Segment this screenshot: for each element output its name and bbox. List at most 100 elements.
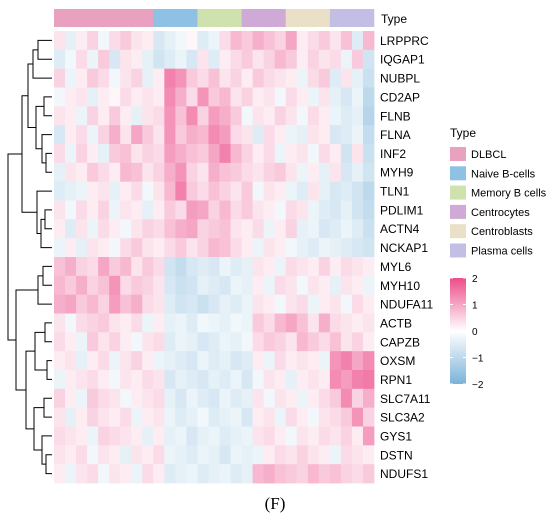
heatmap-cell [340, 464, 353, 484]
heatmap-cell [285, 125, 298, 145]
heatmap-cell [87, 87, 99, 107]
heatmap-cell [252, 445, 265, 465]
heatmap-cell [120, 313, 132, 333]
heatmap-cell [241, 370, 254, 390]
heatmap-cell [76, 68, 88, 88]
heatmap-cell [208, 219, 220, 239]
heatmap-cell [120, 388, 132, 409]
heatmap-cell [285, 275, 298, 296]
gene-label: GYS1 [380, 429, 412, 443]
heatmap-cell [175, 181, 187, 201]
heatmap-cell [142, 351, 154, 371]
type-legend-title: Type [450, 126, 476, 140]
heatmap-cell [186, 445, 198, 465]
heatmap-cell [76, 200, 88, 220]
annotation-segment-5 [329, 9, 375, 27]
heatmap-cell [164, 370, 176, 390]
heatmap-cell [241, 181, 254, 201]
heatmap-cell [175, 144, 187, 164]
heatmap-cell [186, 370, 198, 390]
heatmap-cell [65, 49, 77, 70]
dendrogram-branch [35, 105, 44, 150]
heatmap-cell [186, 257, 198, 277]
heatmap-cell [109, 125, 121, 145]
heatmap-cell [274, 313, 287, 333]
heatmap-cell [340, 106, 353, 126]
heatmap-cell [109, 257, 121, 277]
heatmap-cell [120, 87, 132, 107]
heatmap-cell [307, 445, 320, 465]
heatmap-cell [362, 445, 375, 465]
heatmap-cell [362, 332, 375, 352]
heatmap-cell [362, 68, 375, 88]
heatmap-cell [307, 257, 320, 277]
heatmap-cell [362, 313, 375, 333]
heatmap-cell [109, 407, 121, 427]
heatmap-cell [340, 162, 353, 183]
heatmap-cell [318, 238, 331, 258]
heatmap-cell [186, 200, 198, 220]
heatmap-cell [142, 388, 154, 409]
heatmap-cell [197, 464, 209, 484]
heatmap-cell [296, 407, 309, 427]
heatmap-cell [164, 332, 176, 352]
heatmap-cell [186, 87, 198, 107]
heatmap-cell [318, 426, 331, 446]
heatmap-cell [329, 49, 342, 70]
heatmap-cell [87, 275, 99, 296]
heatmap-cell [230, 257, 242, 277]
heatmap-cell [274, 238, 287, 258]
heatmap-cell [219, 219, 231, 239]
heatmap-cell [219, 275, 231, 296]
heatmap-cell [263, 407, 276, 427]
heatmap-cell [197, 238, 209, 258]
heatmap-cell [263, 332, 276, 352]
heatmap-cell [296, 313, 309, 333]
heatmap-cell [164, 388, 176, 409]
heatmap-cell [307, 370, 320, 390]
heatmap-cell [98, 407, 110, 427]
heatmap-cell [164, 313, 176, 333]
heatmap-cell [76, 464, 88, 484]
heatmap-cell [186, 49, 198, 70]
heatmap-cell [98, 125, 110, 145]
gene-label: MYL6 [380, 260, 412, 274]
heatmap-cell [351, 351, 364, 371]
heatmap-cell [351, 464, 364, 484]
heatmap-cell [76, 106, 88, 126]
heatmap-cell [87, 181, 99, 201]
heatmap-cell [274, 49, 287, 70]
heatmap-cell [219, 162, 231, 183]
heatmap-cell [307, 407, 320, 427]
heatmap-cell [208, 275, 220, 296]
figure-caption: (F) [264, 494, 286, 513]
heatmap-cell [296, 49, 309, 70]
heatmap-cell [186, 31, 198, 51]
heatmap-cell [208, 370, 220, 390]
heatmap-cell [186, 313, 198, 333]
heatmap-cell [186, 407, 198, 427]
heatmap-cell [274, 407, 287, 427]
heatmap-cell [351, 162, 364, 183]
heatmap-cell [230, 238, 242, 258]
heatmap-cell [98, 162, 110, 183]
heatmap-cell [197, 313, 209, 333]
dendrogram-branch [44, 322, 52, 343]
color-scale-label: 0 [472, 327, 478, 338]
heatmap-cell [296, 351, 309, 371]
heatmap-cell [274, 464, 287, 484]
gene-label: LRPPRC [380, 34, 429, 48]
gene-label: FLNB [380, 109, 411, 123]
heatmap-cell [131, 125, 143, 145]
heatmap-cell [318, 87, 331, 107]
heatmap-cell [109, 426, 121, 446]
heatmap-cell [362, 257, 375, 277]
heatmap-cell [164, 200, 176, 220]
heatmap-cell [76, 426, 88, 446]
heatmap-cell [131, 87, 143, 107]
heatmap-cell [318, 162, 331, 183]
heatmap-cell [197, 200, 209, 220]
heatmap-cell [175, 332, 187, 352]
heatmap-cell [76, 162, 88, 183]
heatmap-cell [241, 31, 254, 51]
